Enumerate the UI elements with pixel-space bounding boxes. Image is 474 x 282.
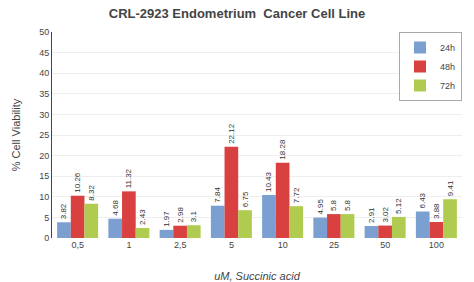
svg-text:5.8: 5.8 <box>329 199 338 211</box>
svg-text:5: 5 <box>44 213 49 223</box>
svg-text:3.82: 3.82 <box>59 203 68 219</box>
svg-text:30: 30 <box>39 110 49 120</box>
svg-text:10: 10 <box>278 240 288 250</box>
svg-text:7.84: 7.84 <box>213 187 222 203</box>
svg-text:72h: 72h <box>440 81 455 91</box>
svg-text:48h: 48h <box>440 62 455 72</box>
svg-text:3.1: 3.1 <box>189 211 198 223</box>
svg-text:40: 40 <box>39 68 49 78</box>
svg-text:5.12: 5.12 <box>394 198 403 214</box>
svg-text:3.02: 3.02 <box>381 206 390 222</box>
svg-text:10.26: 10.26 <box>73 172 82 193</box>
svg-text:100: 100 <box>429 240 444 250</box>
svg-text:4.68: 4.68 <box>111 200 120 216</box>
svg-text:50: 50 <box>380 240 390 250</box>
svg-text:35: 35 <box>39 89 49 99</box>
svg-text:11.32: 11.32 <box>124 168 133 188</box>
svg-text:4.95: 4.95 <box>316 198 325 214</box>
svg-text:15: 15 <box>39 171 49 181</box>
svg-text:2.98: 2.98 <box>176 207 185 223</box>
svg-text:2.43: 2.43 <box>138 209 147 225</box>
svg-text:1.97: 1.97 <box>162 211 171 227</box>
svg-text:20: 20 <box>39 151 49 161</box>
svg-text:25: 25 <box>329 240 339 250</box>
svg-text:5.8: 5.8 <box>343 199 352 211</box>
svg-text:10.43: 10.43 <box>264 171 273 192</box>
svg-text:2,5: 2,5 <box>174 240 187 250</box>
svg-text:8.32: 8.32 <box>87 185 96 201</box>
svg-text:24h: 24h <box>440 43 455 53</box>
svg-text:22.12: 22.12 <box>227 123 236 144</box>
svg-text:45: 45 <box>39 48 49 58</box>
svg-text:50: 50 <box>39 27 49 37</box>
svg-text:6.43: 6.43 <box>418 192 427 208</box>
svg-text:1: 1 <box>126 240 131 250</box>
svg-text:3.88: 3.88 <box>432 203 441 219</box>
svg-text:5: 5 <box>229 240 234 250</box>
svg-text:0: 0 <box>44 233 49 243</box>
svg-text:CRL-2923 Endometrium Cancer C: CRL-2923 Endometrium Cancer Cell Line <box>109 6 365 21</box>
svg-text:6.75: 6.75 <box>241 191 250 207</box>
svg-text:25: 25 <box>39 130 49 140</box>
svg-text:9.41: 9.41 <box>446 180 455 196</box>
svg-text:2.91: 2.91 <box>367 207 376 223</box>
svg-text:18.28: 18.28 <box>278 139 287 160</box>
svg-text:uM, Succinic acid: uM, Succinic acid <box>214 270 300 282</box>
svg-text:7.72: 7.72 <box>292 187 301 203</box>
svg-text:10: 10 <box>39 192 49 202</box>
svg-text:% Cell Viability: % Cell Viability <box>10 98 22 171</box>
svg-text:0,5: 0,5 <box>71 240 84 250</box>
